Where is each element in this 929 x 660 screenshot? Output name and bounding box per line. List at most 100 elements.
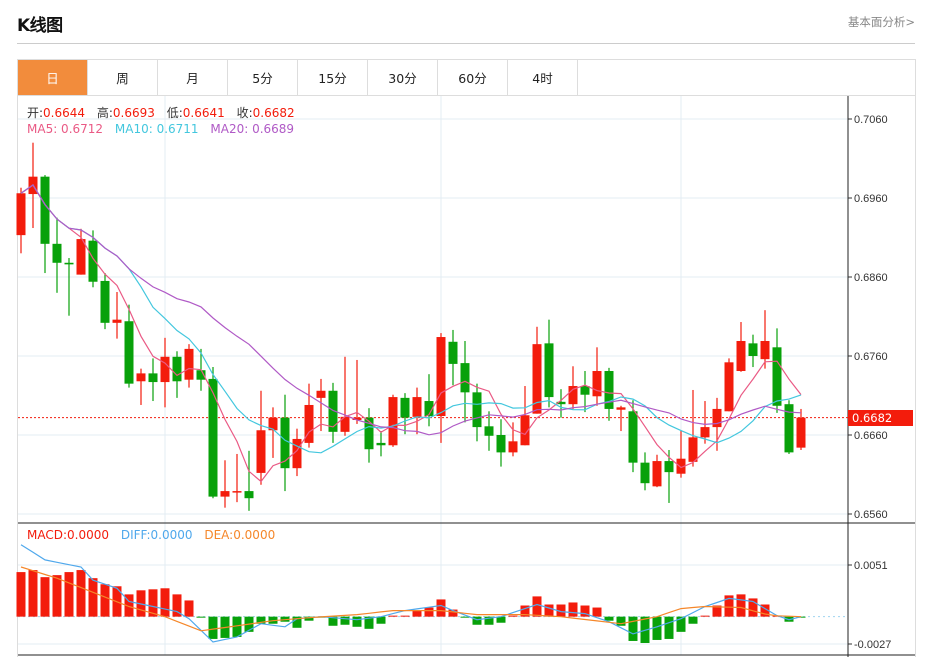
open-label: 开: [27, 106, 44, 120]
tab-month[interactable]: 月 [158, 60, 228, 95]
tab-30min[interactable]: 30分 [368, 60, 438, 95]
candle-body [100, 280, 110, 323]
macd-bar [592, 607, 602, 617]
candle-body [52, 243, 62, 263]
candle-body [196, 370, 206, 380]
candle-body [496, 435, 506, 453]
candle-body [628, 411, 638, 463]
candle-body [340, 416, 350, 432]
macd-bar [40, 577, 50, 617]
macd-bar [76, 570, 86, 617]
candle-body [688, 437, 698, 462]
candle-body [256, 430, 266, 473]
macd-bar [700, 615, 710, 617]
macd-bar [196, 616, 206, 618]
candle-body [352, 417, 362, 420]
candle-body [304, 404, 314, 443]
low-value: 0.6641 [182, 106, 225, 120]
tab-15min[interactable]: 15分 [298, 60, 368, 95]
macd-bar [412, 610, 422, 617]
macd-bar [160, 588, 170, 617]
macd-bar [688, 616, 698, 624]
macd-bar [328, 616, 338, 626]
candle-body [160, 356, 170, 383]
macd-bar [532, 596, 542, 617]
candle-body [556, 401, 566, 405]
current-price-tag: 0.6682 [848, 410, 913, 426]
low-label: 低: [166, 106, 183, 120]
tab-week[interactable]: 周 [88, 60, 158, 95]
dea-line [20, 566, 802, 632]
macd-bar [724, 595, 734, 617]
macd-bar [448, 609, 458, 617]
ma-legend: MA5: 0.6712 MA10: 0.6711 MA20: 0.6689 [27, 122, 294, 136]
macd-bar [424, 607, 434, 617]
candle-body [208, 378, 218, 497]
macd-bar [748, 598, 758, 617]
macd-bar [148, 589, 158, 617]
macd-bar [52, 575, 62, 617]
macd-bar [568, 602, 578, 617]
candle-body [436, 337, 446, 417]
tab-5min[interactable]: 5分 [228, 60, 298, 95]
candle-body [640, 462, 650, 484]
macd-bar [340, 616, 350, 625]
candle-body [796, 417, 806, 448]
macd-bar [100, 584, 110, 617]
macd-bar [208, 616, 218, 639]
macd-bar [760, 604, 770, 617]
macd-bar [352, 616, 362, 627]
ma20-value: MA20: 0.6689 [210, 122, 295, 136]
divider [17, 43, 915, 44]
candle-body [412, 397, 422, 417]
candle-body [268, 417, 278, 431]
macd-bar [460, 616, 470, 618]
macd-bar [256, 616, 266, 624]
candle-body [676, 458, 686, 474]
candle-body [712, 408, 722, 428]
ma5-line [20, 184, 802, 483]
price-tick-label: 0.6560 [854, 509, 888, 521]
tab-day[interactable]: 日 [18, 60, 88, 95]
macd-bar [652, 616, 662, 640]
macd-bar [364, 616, 374, 629]
price-tick-label: 0.6660 [854, 430, 888, 442]
candle-body [280, 417, 290, 469]
macd-tick-label: -0.0027 [854, 639, 891, 651]
candle-body [772, 347, 782, 406]
macd-bar [88, 578, 98, 617]
candle-body [184, 348, 194, 380]
candle-body [520, 415, 530, 446]
high-label: 高: [96, 106, 113, 120]
candle-body [736, 340, 746, 372]
macd-bar [472, 616, 482, 625]
candle-body [112, 319, 122, 323]
candle-body [616, 407, 626, 410]
candle-body [136, 373, 146, 382]
candle-body [364, 417, 374, 450]
macd-tick-label: 0.0051 [854, 560, 888, 572]
ohlc-legend: 开:0.6644 高:0.6693 低:0.6641 收:0.6682 [27, 104, 295, 121]
macd-bar [232, 616, 242, 637]
candle-body [700, 427, 710, 438]
dea-value: DEA:0.0000 [204, 528, 276, 542]
macd-bar [616, 616, 626, 626]
candle-body [532, 344, 542, 414]
price-tick-label: 0.6860 [854, 272, 888, 284]
candle-body [376, 442, 386, 446]
price-tick-label: 0.6960 [854, 193, 888, 205]
macd-bar [736, 594, 746, 617]
chart-frame [17, 95, 916, 657]
ma5-value: MA5: 0.6712 [27, 122, 104, 136]
tab-4hour[interactable]: 4时 [508, 60, 578, 95]
candle-body [400, 397, 410, 418]
page-title: K线图 [17, 16, 63, 36]
candle-body [88, 240, 98, 282]
tab-60min[interactable]: 60分 [438, 60, 508, 95]
candle-body [328, 390, 338, 432]
macd-bar [28, 570, 38, 617]
fundamental-analysis-link[interactable]: 基本面分析> [847, 15, 915, 29]
macd-bar [508, 615, 518, 617]
candle-body [220, 491, 230, 497]
